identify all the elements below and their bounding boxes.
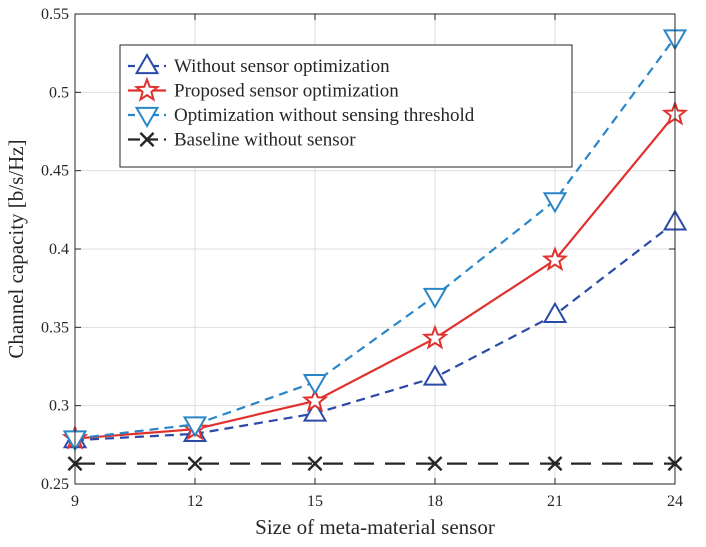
- legend-item: Optimization without sensing threshold: [128, 105, 475, 129]
- series-3: [67, 456, 683, 472]
- data-point: [422, 287, 448, 310]
- legend-label: Proposed sensor optimization: [174, 81, 399, 102]
- legend-marker: [134, 106, 160, 129]
- y-tick-label: 0.35: [41, 319, 69, 336]
- legend-box: [119, 44, 573, 168]
- legend-item: Baseline without sensor: [128, 130, 356, 151]
- x-tick-label: 21: [547, 493, 563, 510]
- legend-label: Optimization without sensing threshold: [174, 105, 475, 126]
- legend-label: Baseline without sensor: [174, 130, 356, 151]
- y-tick-label: 0.25: [41, 476, 69, 493]
- x-tick-label: 24: [667, 493, 683, 510]
- legend-marker: [139, 132, 155, 147]
- data-point: [302, 374, 328, 396]
- data-point: [187, 456, 203, 472]
- y-tick-label: 0.45: [41, 163, 69, 180]
- legend-label: Without sensor optimization: [174, 56, 390, 77]
- data-point: [421, 324, 449, 350]
- data-point: [542, 192, 568, 214]
- series-line: [74, 36, 676, 440]
- series-0: [62, 209, 688, 449]
- data-point: [422, 364, 448, 386]
- data-point: [302, 400, 328, 422]
- x-axis-title: Size of meta-material sensor: [255, 515, 495, 539]
- y-tick-label: 0.55: [41, 6, 69, 23]
- legend: Without sensor optimization Proposed sens…: [119, 44, 573, 168]
- data-point: [542, 301, 568, 323]
- data-point: [301, 387, 329, 413]
- x-tick-label: 12: [187, 493, 203, 510]
- legend-marker: [133, 76, 161, 102]
- legend-item: Proposed sensor optimization: [128, 76, 399, 102]
- series-line: [74, 113, 676, 440]
- data-point: [307, 456, 323, 472]
- axis-ticks: 9 12 15 18 21 24 0.25 0.3 0.35 0.4 0.45 0.5 0.55: [41, 6, 683, 510]
- series-line: [74, 221, 676, 442]
- x-tick-label: 15: [307, 493, 323, 510]
- data-point: [547, 456, 563, 472]
- data-point: [427, 456, 443, 472]
- y-tick-label: 0.5: [49, 84, 69, 101]
- data-point: [541, 246, 569, 272]
- data-point: [182, 416, 208, 438]
- legend-marker: [134, 52, 160, 75]
- y-axis-title: Channel capacity [b/s/Hz]: [4, 139, 28, 358]
- y-tick-label: 0.4: [49, 241, 69, 258]
- legend-item: Without sensor optimization: [128, 52, 390, 77]
- x-tick-label: 18: [427, 493, 443, 510]
- y-tick-label: 0.3: [49, 398, 69, 415]
- x-tick-label: 9: [71, 493, 79, 510]
